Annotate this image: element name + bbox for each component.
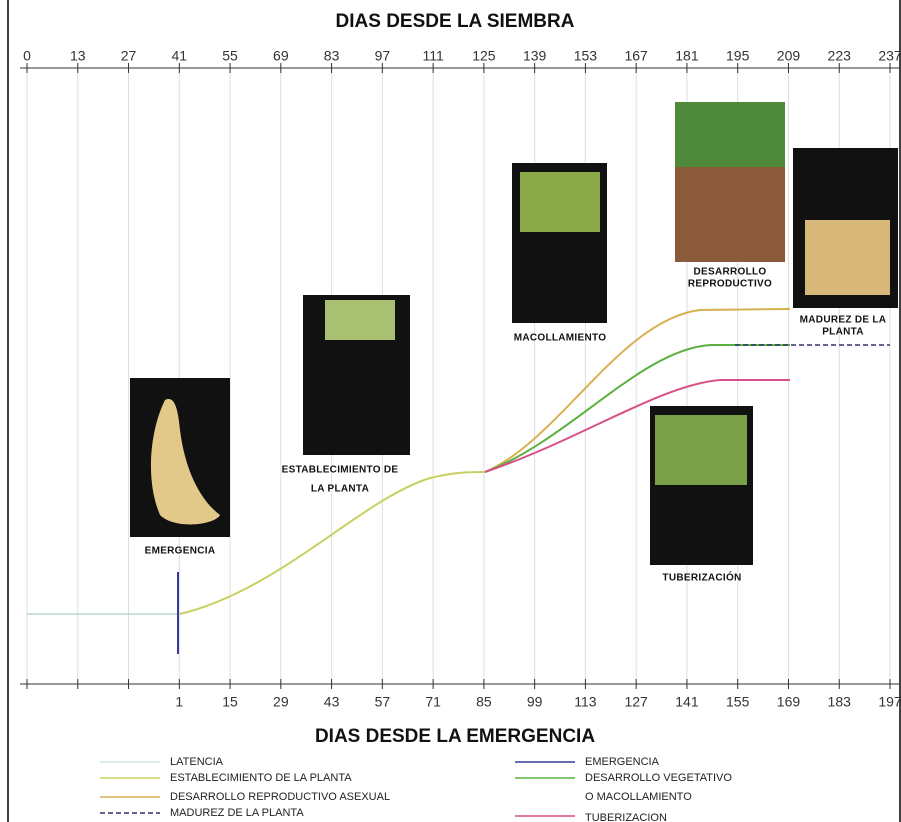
- bottom-tick-label: 169: [777, 694, 801, 710]
- top-tick-label: 83: [324, 48, 340, 64]
- stage-label: MADUREZ DE LA: [800, 315, 887, 326]
- top-axis-title: DIAS DESDE LA SIEMBRA: [336, 11, 575, 32]
- leaves: [675, 102, 785, 167]
- bottom-axis-title: DIAS DESDE LA EMERGENCIA: [315, 726, 595, 747]
- bottom-tick-label: 15: [222, 694, 238, 710]
- top-tick-label: 69: [273, 48, 289, 64]
- top-tick-label: 195: [726, 48, 750, 64]
- bottom-tick-label: 43: [324, 694, 340, 710]
- stage-label: REPRODUCTIVO: [688, 279, 772, 290]
- legend-label: TUBERIZACION: [585, 812, 667, 822]
- legend-label: O MACOLLAMIENTO: [585, 791, 692, 803]
- bottom-tick-label: 1: [175, 694, 183, 710]
- leaves: [520, 172, 600, 232]
- top-tick-label: 125: [472, 48, 496, 64]
- top-tick-label: 167: [624, 48, 648, 64]
- stage-label: DESARROLLO: [694, 267, 767, 278]
- stage-label: PLANTA: [822, 327, 864, 338]
- stage-label: TUBERIZACIÓN: [662, 571, 741, 584]
- bottom-tick-label: 197: [878, 694, 901, 710]
- legend-label: EMERGENCIA: [585, 756, 660, 768]
- bottom-tick-label: 85: [476, 694, 492, 710]
- top-tick-label: 153: [574, 48, 598, 64]
- leaves: [655, 415, 747, 485]
- top-tick-label: 237: [878, 48, 901, 64]
- bottom-tick-label: 113: [574, 694, 597, 710]
- stage-label: LA PLANTA: [311, 484, 369, 495]
- legend-label: MADUREZ DE LA PLANTA: [170, 807, 304, 819]
- bottom-tick-label: 141: [675, 694, 699, 710]
- legend-label: DESARROLLO REPRODUCTIVO ASEXUAL: [170, 791, 390, 803]
- bottom-tick-label: 127: [624, 694, 648, 710]
- bottom-tick-label: 183: [828, 694, 852, 710]
- leaves: [325, 300, 395, 340]
- top-tick-label: 97: [375, 48, 391, 64]
- bottom-tick-label: 57: [375, 694, 391, 710]
- diagram: DIAS DESDE LA SIEMBRA DIAS DESDE LA EMER…: [0, 0, 901, 822]
- bottom-tick-label: 29: [273, 694, 289, 710]
- top-tick-label: 181: [675, 48, 699, 64]
- top-tick-label: 27: [121, 48, 137, 64]
- top-tick-label: 209: [777, 48, 801, 64]
- stage-label: MACOLLAMIENTO: [514, 333, 607, 344]
- top-tick-label: 111: [422, 48, 443, 64]
- top-tick-label: 0: [23, 48, 31, 64]
- top-tick-label: 13: [70, 48, 86, 64]
- stage-label: EMERGENCIA: [145, 546, 216, 557]
- tubers: [805, 220, 890, 295]
- top-tick-label: 55: [222, 48, 238, 64]
- legend-label: ESTABLECIMIENTO DE LA PLANTA: [170, 772, 352, 784]
- top-tick-label: 41: [172, 48, 188, 64]
- top-tick-label: 139: [523, 48, 547, 64]
- stage-label: ESTABLECIMIENTO DE: [282, 465, 399, 476]
- bottom-tick-label: 99: [527, 694, 543, 710]
- bottom-tick-label: 155: [726, 694, 750, 710]
- top-tick-label: 223: [828, 48, 852, 64]
- legend-label: DESARROLLO VEGETATIVO: [585, 772, 732, 784]
- legend-label: LATENCIA: [170, 756, 224, 768]
- bottom-tick-label: 71: [425, 694, 441, 710]
